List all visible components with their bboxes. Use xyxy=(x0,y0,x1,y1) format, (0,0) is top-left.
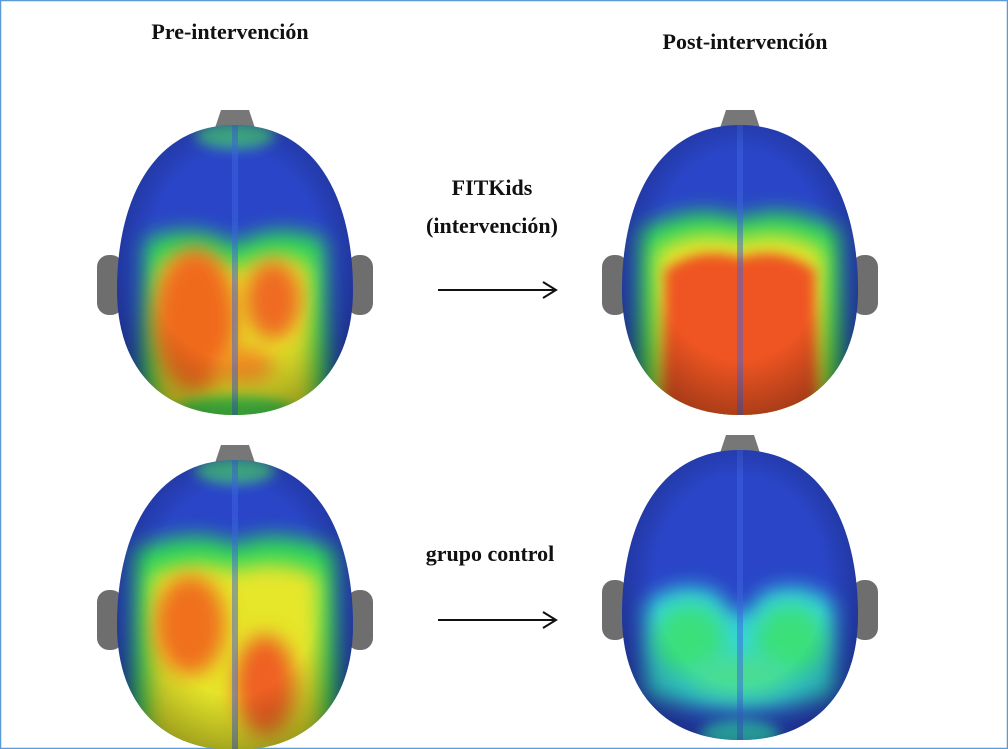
figure: Pre-intervención Post-intervención xyxy=(0,0,1008,749)
group-label: FITKids xyxy=(452,175,533,200)
group-label: grupo control xyxy=(426,541,555,566)
column-label: Post-intervención xyxy=(663,29,828,54)
column-label: Pre-intervención xyxy=(151,19,308,44)
group-label: (intervención) xyxy=(426,213,558,238)
